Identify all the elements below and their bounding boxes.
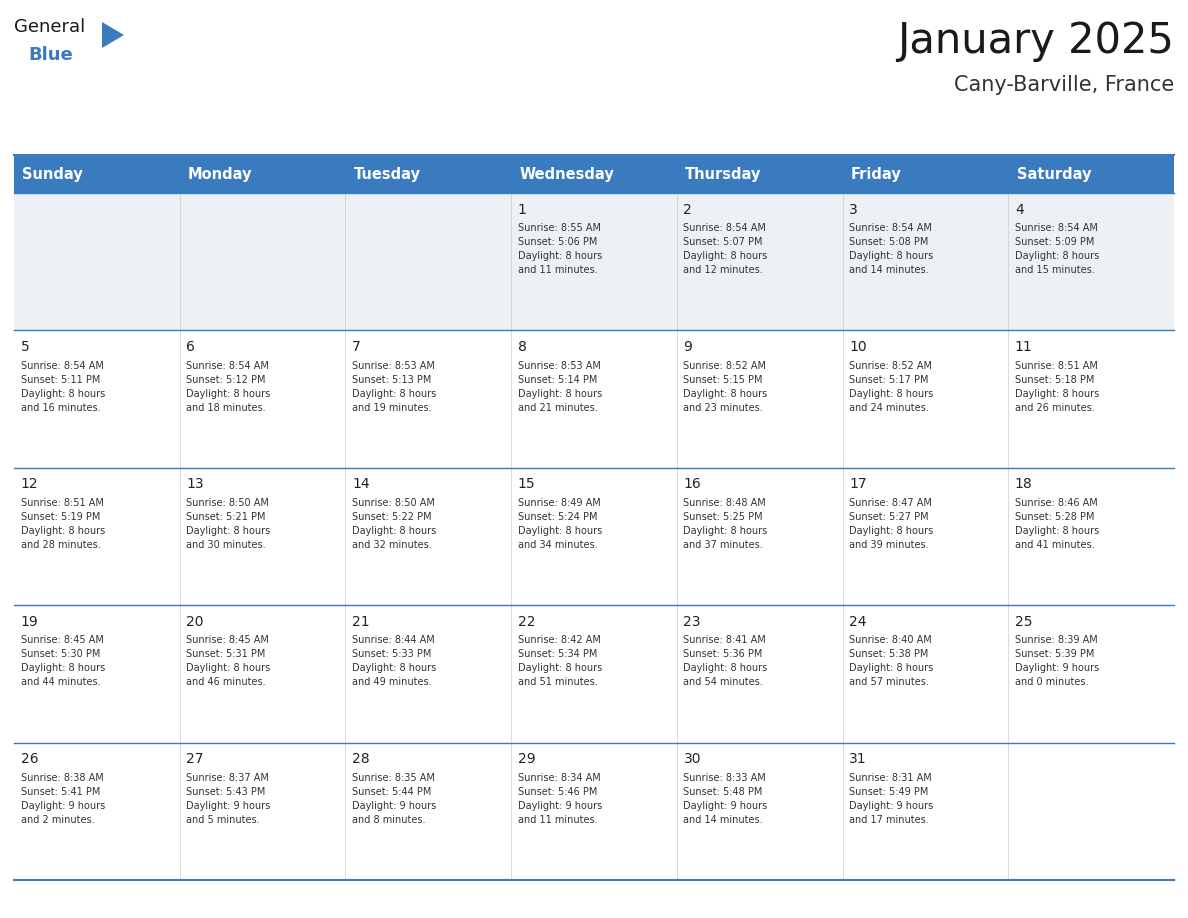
Text: 30: 30 xyxy=(683,752,701,767)
Text: Tuesday: Tuesday xyxy=(354,166,421,182)
Text: Sunrise: 8:33 AM
Sunset: 5:48 PM
Daylight: 9 hours
and 14 minutes.: Sunrise: 8:33 AM Sunset: 5:48 PM Dayligh… xyxy=(683,773,767,825)
Text: Sunrise: 8:53 AM
Sunset: 5:14 PM
Daylight: 8 hours
and 21 minutes.: Sunrise: 8:53 AM Sunset: 5:14 PM Dayligh… xyxy=(518,361,602,412)
Text: 4: 4 xyxy=(1015,203,1024,217)
Text: Sunrise: 8:51 AM
Sunset: 5:19 PM
Daylight: 8 hours
and 28 minutes.: Sunrise: 8:51 AM Sunset: 5:19 PM Dayligh… xyxy=(20,498,105,550)
Text: Sunday: Sunday xyxy=(23,166,83,182)
Text: 20: 20 xyxy=(187,615,204,629)
Text: Friday: Friday xyxy=(851,166,902,182)
Bar xyxy=(1009,155,1174,193)
Text: 16: 16 xyxy=(683,477,701,491)
Text: 3: 3 xyxy=(849,203,858,217)
Text: Sunrise: 8:42 AM
Sunset: 5:34 PM
Daylight: 8 hours
and 51 minutes.: Sunrise: 8:42 AM Sunset: 5:34 PM Dayligh… xyxy=(518,635,602,688)
Bar xyxy=(14,155,179,193)
Text: Sunrise: 8:38 AM
Sunset: 5:41 PM
Daylight: 9 hours
and 2 minutes.: Sunrise: 8:38 AM Sunset: 5:41 PM Dayligh… xyxy=(20,773,105,825)
Text: Sunrise: 8:53 AM
Sunset: 5:13 PM
Daylight: 8 hours
and 19 minutes.: Sunrise: 8:53 AM Sunset: 5:13 PM Dayligh… xyxy=(352,361,436,412)
Text: 22: 22 xyxy=(518,615,536,629)
Text: 15: 15 xyxy=(518,477,536,491)
Text: Sunrise: 8:34 AM
Sunset: 5:46 PM
Daylight: 9 hours
and 11 minutes.: Sunrise: 8:34 AM Sunset: 5:46 PM Dayligh… xyxy=(518,773,602,825)
Text: 12: 12 xyxy=(20,477,38,491)
Text: 6: 6 xyxy=(187,340,195,354)
Text: Sunrise: 8:54 AM
Sunset: 5:08 PM
Daylight: 8 hours
and 14 minutes.: Sunrise: 8:54 AM Sunset: 5:08 PM Dayligh… xyxy=(849,223,934,275)
Text: 26: 26 xyxy=(20,752,38,767)
Text: Sunrise: 8:50 AM
Sunset: 5:21 PM
Daylight: 8 hours
and 30 minutes.: Sunrise: 8:50 AM Sunset: 5:21 PM Dayligh… xyxy=(187,498,271,550)
Text: 29: 29 xyxy=(518,752,536,767)
Bar xyxy=(14,193,1174,330)
Text: Sunrise: 8:54 AM
Sunset: 5:09 PM
Daylight: 8 hours
and 15 minutes.: Sunrise: 8:54 AM Sunset: 5:09 PM Dayligh… xyxy=(1015,223,1099,275)
Text: 27: 27 xyxy=(187,752,204,767)
Text: January 2025: January 2025 xyxy=(897,20,1174,62)
Text: 9: 9 xyxy=(683,340,693,354)
Text: 21: 21 xyxy=(352,615,369,629)
Text: Cany-Barville, France: Cany-Barville, France xyxy=(954,75,1174,95)
Bar xyxy=(179,155,346,193)
Text: 31: 31 xyxy=(849,752,867,767)
Text: Thursday: Thursday xyxy=(685,166,762,182)
Text: 24: 24 xyxy=(849,615,867,629)
Text: Sunrise: 8:44 AM
Sunset: 5:33 PM
Daylight: 8 hours
and 49 minutes.: Sunrise: 8:44 AM Sunset: 5:33 PM Dayligh… xyxy=(352,635,436,688)
Text: General: General xyxy=(14,18,86,36)
Text: 17: 17 xyxy=(849,477,867,491)
Text: 19: 19 xyxy=(20,615,38,629)
Text: Sunrise: 8:50 AM
Sunset: 5:22 PM
Daylight: 8 hours
and 32 minutes.: Sunrise: 8:50 AM Sunset: 5:22 PM Dayligh… xyxy=(352,498,436,550)
Text: 8: 8 xyxy=(518,340,526,354)
Text: Sunrise: 8:47 AM
Sunset: 5:27 PM
Daylight: 8 hours
and 39 minutes.: Sunrise: 8:47 AM Sunset: 5:27 PM Dayligh… xyxy=(849,498,934,550)
Text: Sunrise: 8:51 AM
Sunset: 5:18 PM
Daylight: 8 hours
and 26 minutes.: Sunrise: 8:51 AM Sunset: 5:18 PM Dayligh… xyxy=(1015,361,1099,412)
Bar xyxy=(842,155,1009,193)
Text: Sunrise: 8:54 AM
Sunset: 5:11 PM
Daylight: 8 hours
and 16 minutes.: Sunrise: 8:54 AM Sunset: 5:11 PM Dayligh… xyxy=(20,361,105,412)
Text: Sunrise: 8:54 AM
Sunset: 5:07 PM
Daylight: 8 hours
and 12 minutes.: Sunrise: 8:54 AM Sunset: 5:07 PM Dayligh… xyxy=(683,223,767,275)
Text: Sunrise: 8:41 AM
Sunset: 5:36 PM
Daylight: 8 hours
and 54 minutes.: Sunrise: 8:41 AM Sunset: 5:36 PM Dayligh… xyxy=(683,635,767,688)
Text: Blue: Blue xyxy=(29,46,72,64)
Text: 7: 7 xyxy=(352,340,361,354)
Text: 18: 18 xyxy=(1015,477,1032,491)
Text: 13: 13 xyxy=(187,477,204,491)
Bar xyxy=(346,155,511,193)
Text: 11: 11 xyxy=(1015,340,1032,354)
Text: Sunrise: 8:54 AM
Sunset: 5:12 PM
Daylight: 8 hours
and 18 minutes.: Sunrise: 8:54 AM Sunset: 5:12 PM Dayligh… xyxy=(187,361,271,412)
Text: 10: 10 xyxy=(849,340,867,354)
Bar xyxy=(511,155,677,193)
Text: Sunrise: 8:40 AM
Sunset: 5:38 PM
Daylight: 8 hours
and 57 minutes.: Sunrise: 8:40 AM Sunset: 5:38 PM Dayligh… xyxy=(849,635,934,688)
Text: Sunrise: 8:45 AM
Sunset: 5:31 PM
Daylight: 8 hours
and 46 minutes.: Sunrise: 8:45 AM Sunset: 5:31 PM Dayligh… xyxy=(187,635,271,688)
Text: Wednesday: Wednesday xyxy=(519,166,614,182)
Text: 5: 5 xyxy=(20,340,30,354)
Text: Sunrise: 8:48 AM
Sunset: 5:25 PM
Daylight: 8 hours
and 37 minutes.: Sunrise: 8:48 AM Sunset: 5:25 PM Dayligh… xyxy=(683,498,767,550)
Text: 1: 1 xyxy=(518,203,526,217)
Text: Sunrise: 8:37 AM
Sunset: 5:43 PM
Daylight: 9 hours
and 5 minutes.: Sunrise: 8:37 AM Sunset: 5:43 PM Dayligh… xyxy=(187,773,271,825)
Text: Sunrise: 8:31 AM
Sunset: 5:49 PM
Daylight: 9 hours
and 17 minutes.: Sunrise: 8:31 AM Sunset: 5:49 PM Dayligh… xyxy=(849,773,934,825)
Text: Sunrise: 8:39 AM
Sunset: 5:39 PM
Daylight: 9 hours
and 0 minutes.: Sunrise: 8:39 AM Sunset: 5:39 PM Dayligh… xyxy=(1015,635,1099,688)
Text: Sunrise: 8:46 AM
Sunset: 5:28 PM
Daylight: 8 hours
and 41 minutes.: Sunrise: 8:46 AM Sunset: 5:28 PM Dayligh… xyxy=(1015,498,1099,550)
Text: 25: 25 xyxy=(1015,615,1032,629)
Text: Sunrise: 8:52 AM
Sunset: 5:17 PM
Daylight: 8 hours
and 24 minutes.: Sunrise: 8:52 AM Sunset: 5:17 PM Dayligh… xyxy=(849,361,934,412)
Text: Saturday: Saturday xyxy=(1017,166,1091,182)
Text: Sunrise: 8:49 AM
Sunset: 5:24 PM
Daylight: 8 hours
and 34 minutes.: Sunrise: 8:49 AM Sunset: 5:24 PM Dayligh… xyxy=(518,498,602,550)
Text: 23: 23 xyxy=(683,615,701,629)
Bar xyxy=(677,155,842,193)
Text: Monday: Monday xyxy=(188,166,253,182)
Text: Sunrise: 8:52 AM
Sunset: 5:15 PM
Daylight: 8 hours
and 23 minutes.: Sunrise: 8:52 AM Sunset: 5:15 PM Dayligh… xyxy=(683,361,767,412)
Text: Sunrise: 8:55 AM
Sunset: 5:06 PM
Daylight: 8 hours
and 11 minutes.: Sunrise: 8:55 AM Sunset: 5:06 PM Dayligh… xyxy=(518,223,602,275)
Text: 2: 2 xyxy=(683,203,693,217)
Text: 28: 28 xyxy=(352,752,369,767)
Text: Sunrise: 8:45 AM
Sunset: 5:30 PM
Daylight: 8 hours
and 44 minutes.: Sunrise: 8:45 AM Sunset: 5:30 PM Dayligh… xyxy=(20,635,105,688)
Polygon shape xyxy=(102,22,124,48)
Text: 14: 14 xyxy=(352,477,369,491)
Text: Sunrise: 8:35 AM
Sunset: 5:44 PM
Daylight: 9 hours
and 8 minutes.: Sunrise: 8:35 AM Sunset: 5:44 PM Dayligh… xyxy=(352,773,436,825)
